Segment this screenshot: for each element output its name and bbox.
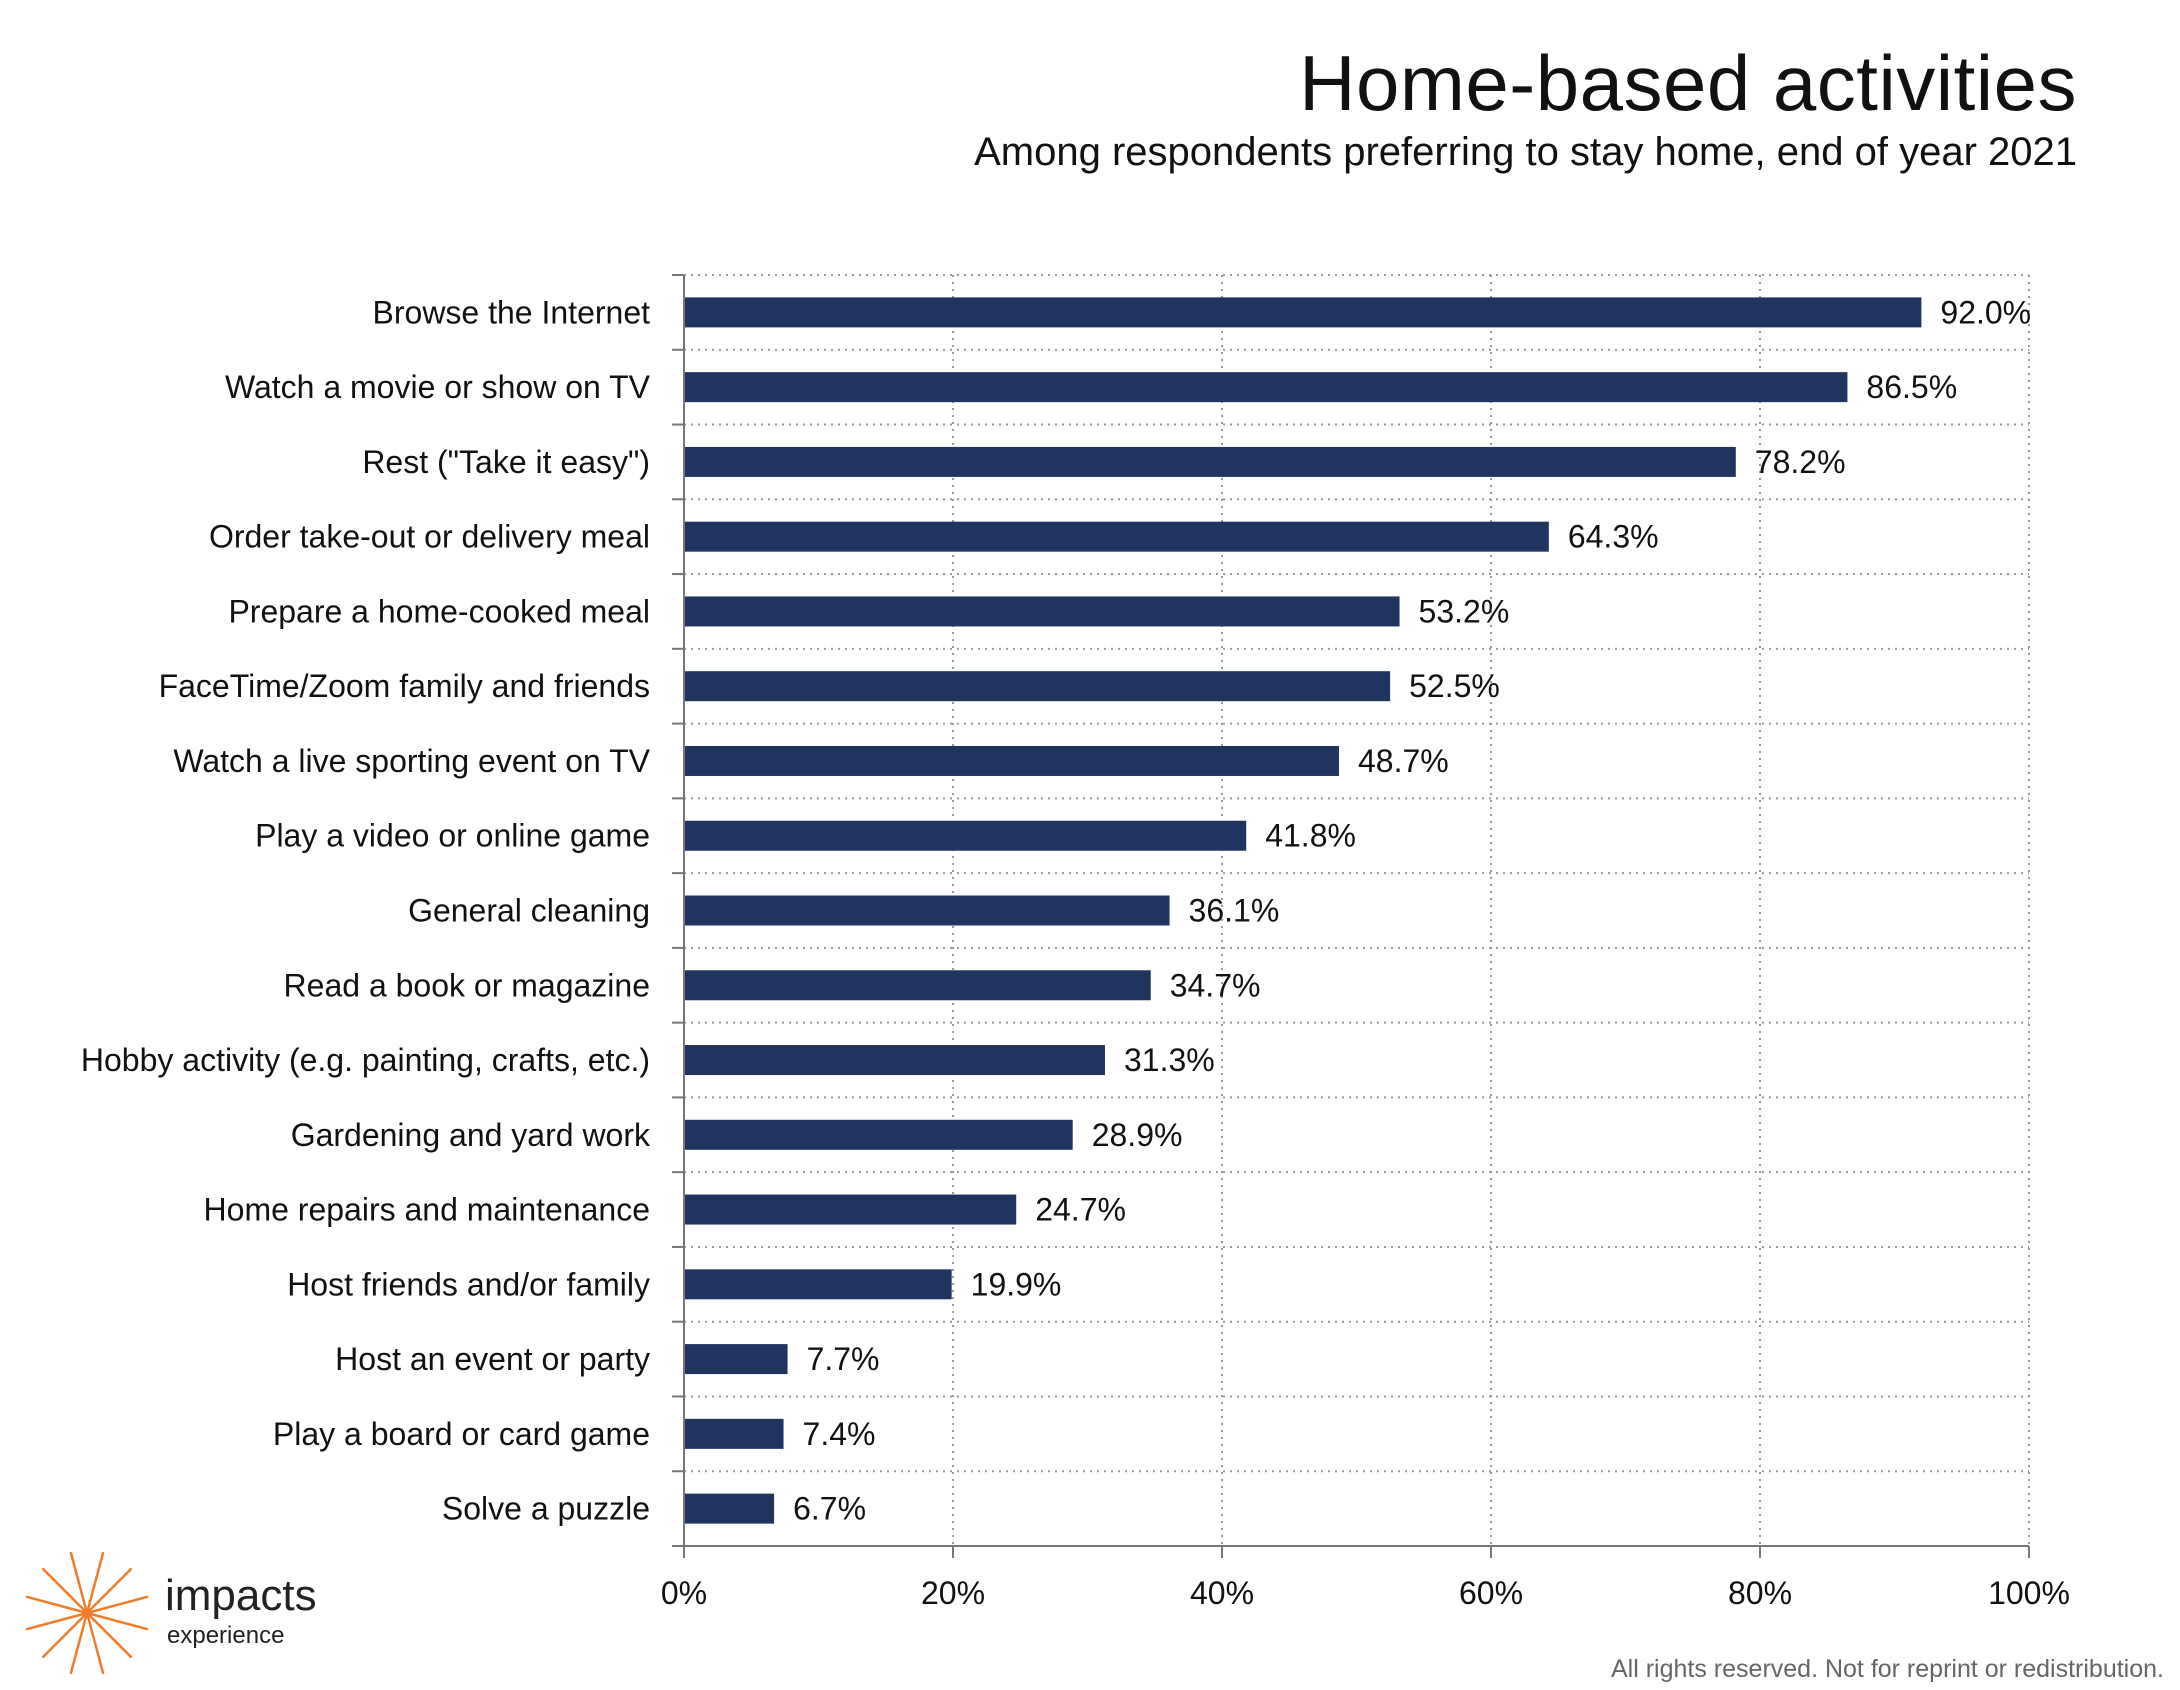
- category-label: Play a board or card game: [273, 1416, 650, 1452]
- x-tick-label: 40%: [1190, 1575, 1254, 1611]
- chart-subtitle: Among respondents preferring to stay hom…: [974, 130, 2077, 174]
- data-label: 7.7%: [807, 1341, 880, 1377]
- category-label: Play a video or online game: [255, 818, 650, 854]
- data-label: 36.1%: [1189, 893, 1280, 929]
- category-label: Solve a puzzle: [442, 1491, 650, 1527]
- starburst-ray: [85, 1551, 105, 1615]
- data-label: 31.3%: [1124, 1042, 1215, 1078]
- category-label: FaceTime/Zoom family and friends: [159, 668, 650, 704]
- bar: [684, 671, 1391, 702]
- bar: [684, 1045, 1105, 1076]
- bar: [684, 895, 1170, 926]
- bar: [684, 446, 1736, 477]
- bar: [684, 521, 1549, 552]
- data-label: 64.3%: [1568, 519, 1659, 555]
- category-label: Hobby activity (e.g. painting, crafts, e…: [81, 1042, 650, 1078]
- category-label: Read a book or magazine: [284, 967, 650, 1003]
- bar: [684, 1269, 952, 1300]
- x-tick-label: 0%: [661, 1575, 707, 1611]
- starburst-ray: [25, 1611, 89, 1631]
- starburst-ray: [85, 1567, 133, 1615]
- starburst-ray: [69, 1551, 89, 1615]
- data-label: 86.5%: [1866, 369, 1957, 405]
- starburst-ray: [85, 1611, 133, 1659]
- data-label: 28.9%: [1092, 1117, 1183, 1153]
- starburst-ray: [85, 1611, 149, 1631]
- data-label: 24.7%: [1035, 1192, 1126, 1228]
- bar: [684, 820, 1247, 851]
- bar: [684, 1418, 784, 1449]
- starburst-ray: [41, 1611, 89, 1659]
- bar: [684, 372, 1848, 403]
- category-label: Home repairs and maintenance: [204, 1192, 650, 1228]
- category-label: Gardening and yard work: [291, 1117, 651, 1153]
- bar: [684, 970, 1151, 1001]
- x-tick-label: 20%: [921, 1575, 985, 1611]
- data-label: 53.2%: [1419, 593, 1510, 629]
- data-label: 41.8%: [1265, 818, 1356, 854]
- data-label: 48.7%: [1358, 743, 1449, 779]
- bar: [684, 596, 1400, 627]
- x-tick-label: 60%: [1459, 1575, 1523, 1611]
- data-label: 19.9%: [971, 1266, 1062, 1302]
- x-tick-label: 80%: [1728, 1575, 1792, 1611]
- category-label: Prepare a home-cooked meal: [228, 593, 650, 629]
- data-label: 52.5%: [1409, 668, 1500, 704]
- data-label: 34.7%: [1170, 967, 1261, 1003]
- starburst-ray: [69, 1611, 89, 1675]
- bar: [684, 1119, 1073, 1150]
- bar: [684, 1194, 1017, 1225]
- category-label: Rest ("Take it easy"): [362, 444, 650, 480]
- starburst-icon: [25, 1551, 149, 1675]
- data-label: 6.7%: [793, 1491, 866, 1527]
- category-label: Host an event or party: [335, 1341, 650, 1377]
- brand-tagline: experience: [167, 1622, 285, 1649]
- data-label: 7.4%: [803, 1416, 876, 1452]
- category-label: General cleaning: [408, 893, 650, 929]
- category-label: Host friends and/or family: [287, 1266, 650, 1302]
- bar: [684, 1344, 788, 1375]
- bar: [684, 297, 1922, 328]
- starburst-ray: [85, 1595, 149, 1615]
- category-label: Watch a live sporting event on TV: [173, 743, 650, 779]
- category-label: Order take-out or delivery meal: [209, 519, 650, 555]
- starburst-ray: [41, 1567, 89, 1615]
- data-label: 92.0%: [1940, 294, 2031, 330]
- brand-name: impacts: [165, 1571, 317, 1620]
- x-tick-label: 100%: [1988, 1575, 2070, 1611]
- data-label: 78.2%: [1755, 444, 1846, 480]
- chart-title: Home-based activities: [1299, 39, 2077, 127]
- bar: [684, 745, 1340, 776]
- category-label: Browse the Internet: [373, 294, 651, 330]
- starburst-ray: [25, 1595, 89, 1615]
- copyright-notice: All rights reserved. Not for reprint or …: [1611, 1655, 2164, 1683]
- category-label: Watch a movie or show on TV: [225, 369, 651, 405]
- starburst-ray: [85, 1611, 105, 1675]
- bar: [684, 1493, 775, 1524]
